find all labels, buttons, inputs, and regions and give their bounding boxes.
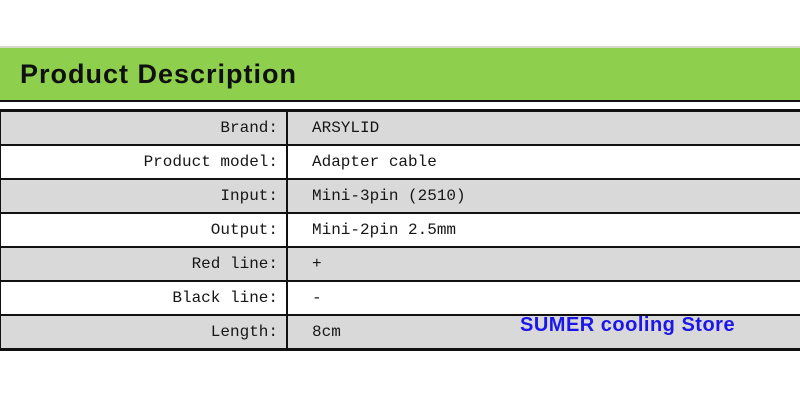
row-value: 8cm xyxy=(312,323,341,341)
row-value: + xyxy=(312,255,322,273)
row-label: Brand: xyxy=(1,112,288,144)
table-row: Output: Mini-2pin 2.5mm xyxy=(1,214,800,248)
row-label: Product model: xyxy=(1,146,288,178)
row-value: ARSYLID xyxy=(312,119,380,137)
row-label: Black line: xyxy=(1,282,288,314)
row-value: Mini-2pin 2.5mm xyxy=(312,221,457,239)
store-watermark: SUMER cooling Store xyxy=(520,314,736,336)
table-row: Length: 8cm xyxy=(1,316,800,351)
row-label: Input: xyxy=(1,180,288,212)
section-header: Product Description xyxy=(0,48,800,100)
table-row: Product model: Adapter cable xyxy=(1,146,800,180)
table-row: Black line: - xyxy=(1,282,800,316)
table-row: Red line: + xyxy=(1,248,800,282)
table-row: Brand: ARSYLID xyxy=(1,112,800,146)
row-value: Adapter cable xyxy=(312,153,437,171)
table-row: Input: Mini-3pin (2510) xyxy=(1,180,800,214)
row-label: Length: xyxy=(1,316,288,348)
spec-table: Brand: ARSYLID Product model: Adapter ca… xyxy=(0,109,800,351)
section-title: Product Description xyxy=(20,58,298,89)
header-underline xyxy=(0,100,800,102)
top-divider-line xyxy=(0,46,800,48)
row-value: Mini-3pin (2510) xyxy=(312,187,466,205)
row-label: Output: xyxy=(1,214,288,246)
row-value: - xyxy=(312,289,322,307)
row-label: Red line: xyxy=(1,248,288,280)
